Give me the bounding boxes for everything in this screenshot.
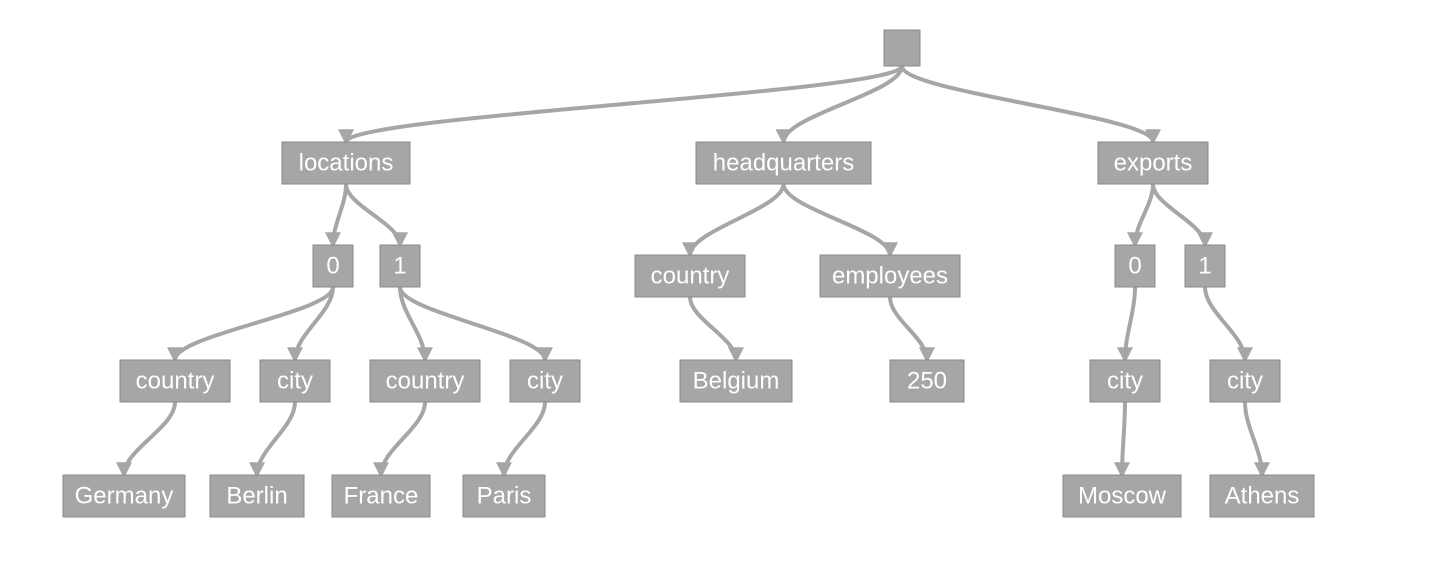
node-label: 1: [1198, 252, 1211, 279]
node-label: France: [344, 482, 419, 509]
edge-l0_country-to-l0_country_v: [124, 402, 175, 475]
edge-root-to-locations: [346, 66, 902, 142]
node-label: city: [1227, 367, 1263, 394]
node-l0_country: country: [120, 360, 230, 402]
edge-headquarters-to-hq_country: [690, 184, 784, 255]
node-e1_city: city: [1210, 360, 1280, 402]
edge-hq_country-to-hq_country_v: [690, 297, 736, 360]
node-label: locations: [299, 149, 394, 176]
edge-headquarters-to-hq_emp: [784, 184, 891, 255]
node-e1_city_v: Athens: [1210, 475, 1314, 517]
node-label: Germany: [75, 482, 174, 509]
nodes: locations headquarters exports 0 1 country emp…: [63, 30, 1314, 517]
node-label: city: [277, 367, 313, 394]
node-label: Berlin: [226, 482, 287, 509]
node-label: country: [386, 367, 465, 394]
node-label: exports: [1114, 149, 1193, 176]
tree-diagram: locations headquarters exports 0 1 country emp…: [0, 0, 1429, 564]
node-l1_city_v: Paris: [463, 475, 545, 517]
node-label: country: [136, 367, 215, 394]
node-hq_emp_v: 250: [890, 360, 964, 402]
edge-exports-to-exp0: [1135, 184, 1153, 245]
edge-hq_emp-to-hq_emp_v: [890, 297, 927, 360]
node-label: Moscow: [1078, 482, 1167, 509]
node-box: [884, 30, 920, 66]
node-e0_city_v: Moscow: [1063, 475, 1181, 517]
node-label: 250: [907, 367, 947, 394]
edge-e1_city-to-e1_city_v: [1245, 402, 1262, 475]
node-label: headquarters: [713, 149, 854, 176]
node-e0_city: city: [1090, 360, 1160, 402]
node-l0_country_v: Germany: [63, 475, 185, 517]
node-label: 0: [326, 252, 339, 279]
edge-loc1-to-l1_country: [400, 287, 425, 360]
node-hq_country: country: [635, 255, 745, 297]
node-label: country: [651, 262, 730, 289]
edge-root-to-exports: [902, 66, 1153, 142]
node-label: 1: [393, 252, 406, 279]
edge-l0_city-to-l0_city_v: [257, 402, 295, 475]
node-l0_city: city: [260, 360, 330, 402]
edge-locations-to-loc1: [346, 184, 400, 245]
node-hq_emp: employees: [820, 255, 960, 297]
node-l1_city: city: [510, 360, 580, 402]
edge-exp0-to-e0_city: [1125, 287, 1135, 360]
node-label: city: [1107, 367, 1143, 394]
node-label: Paris: [477, 482, 532, 509]
node-loc1: 1: [380, 245, 420, 287]
node-headquarters: headquarters: [696, 142, 871, 184]
node-exp1: 1: [1185, 245, 1225, 287]
node-label: city: [527, 367, 563, 394]
node-locations: locations: [282, 142, 410, 184]
edge-exp1-to-e1_city: [1205, 287, 1245, 360]
edge-l1_country-to-l1_country_v: [381, 402, 425, 475]
node-label: employees: [832, 262, 948, 289]
edge-locations-to-loc0: [333, 184, 346, 245]
node-root: [884, 30, 920, 66]
edge-loc0-to-l0_country: [175, 287, 333, 360]
node-exports: exports: [1098, 142, 1208, 184]
node-label: Athens: [1225, 482, 1300, 509]
node-l1_country: country: [370, 360, 480, 402]
node-l1_country_v: France: [332, 475, 430, 517]
node-exp0: 0: [1115, 245, 1155, 287]
node-hq_country_v: Belgium: [680, 360, 792, 402]
edge-exports-to-exp1: [1153, 184, 1205, 245]
node-l0_city_v: Berlin: [210, 475, 304, 517]
node-loc0: 0: [313, 245, 353, 287]
node-label: 0: [1128, 252, 1141, 279]
node-label: Belgium: [693, 367, 780, 394]
edge-l1_city-to-l1_city_v: [504, 402, 545, 475]
edge-root-to-headquarters: [784, 66, 903, 142]
edge-e0_city-to-e0_city_v: [1122, 402, 1125, 475]
